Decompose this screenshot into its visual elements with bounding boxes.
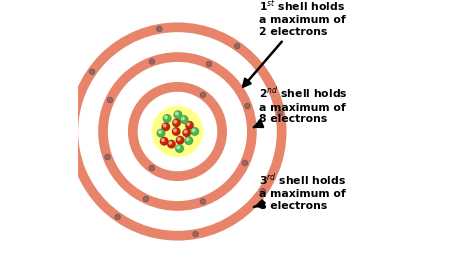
Circle shape: [107, 97, 113, 103]
Circle shape: [186, 138, 189, 141]
Circle shape: [166, 120, 189, 143]
Circle shape: [149, 59, 155, 64]
Circle shape: [206, 61, 211, 67]
Circle shape: [184, 130, 187, 133]
Circle shape: [164, 124, 166, 127]
Circle shape: [157, 129, 165, 137]
Circle shape: [169, 141, 172, 144]
Circle shape: [193, 231, 198, 237]
Circle shape: [154, 108, 201, 155]
Circle shape: [156, 111, 198, 152]
Circle shape: [201, 92, 206, 98]
Circle shape: [184, 136, 193, 145]
Circle shape: [149, 165, 155, 171]
Circle shape: [185, 121, 194, 129]
Circle shape: [156, 26, 162, 32]
Circle shape: [162, 123, 170, 131]
Circle shape: [153, 107, 202, 156]
Circle shape: [151, 105, 204, 158]
Circle shape: [105, 154, 110, 160]
Circle shape: [180, 115, 188, 124]
Circle shape: [154, 107, 201, 156]
Circle shape: [192, 129, 195, 132]
Circle shape: [167, 140, 176, 148]
Circle shape: [191, 127, 199, 136]
Circle shape: [178, 138, 180, 140]
Circle shape: [115, 214, 120, 220]
Circle shape: [172, 126, 183, 137]
Circle shape: [169, 123, 185, 140]
Circle shape: [158, 112, 197, 151]
Circle shape: [163, 114, 172, 123]
Circle shape: [143, 196, 149, 202]
Circle shape: [175, 144, 184, 153]
Circle shape: [164, 119, 191, 144]
Circle shape: [165, 119, 190, 144]
Circle shape: [242, 160, 247, 166]
Text: 2$^{nd}$ shell holds
a maximum of
8 electrons: 2$^{nd}$ shell holds a maximum of 8 elec…: [254, 84, 348, 127]
Circle shape: [177, 146, 180, 149]
Circle shape: [162, 139, 164, 141]
Circle shape: [152, 106, 203, 157]
Circle shape: [173, 129, 176, 132]
Circle shape: [158, 130, 161, 133]
Circle shape: [245, 103, 250, 109]
Circle shape: [173, 127, 182, 136]
Circle shape: [182, 129, 191, 137]
Circle shape: [174, 120, 177, 123]
Circle shape: [157, 112, 198, 151]
Circle shape: [176, 136, 184, 144]
Circle shape: [170, 124, 185, 139]
Circle shape: [187, 123, 190, 125]
Circle shape: [72, 147, 78, 152]
Circle shape: [172, 119, 181, 127]
Circle shape: [172, 127, 181, 136]
Circle shape: [161, 115, 193, 148]
Circle shape: [160, 114, 195, 149]
Circle shape: [153, 107, 202, 156]
Circle shape: [163, 117, 192, 146]
Text: 1$^{st}$ shell holds
a maximum of
2 electrons: 1$^{st}$ shell holds a maximum of 2 elec…: [243, 0, 346, 87]
Circle shape: [200, 199, 206, 204]
Circle shape: [155, 109, 200, 154]
Circle shape: [182, 117, 184, 120]
Circle shape: [156, 110, 199, 153]
Circle shape: [164, 116, 167, 119]
Circle shape: [235, 43, 240, 49]
Circle shape: [164, 118, 191, 145]
Circle shape: [90, 69, 95, 74]
Circle shape: [260, 189, 265, 194]
Circle shape: [175, 112, 178, 115]
Circle shape: [167, 121, 188, 142]
Circle shape: [171, 125, 184, 138]
Circle shape: [162, 116, 193, 147]
Circle shape: [159, 113, 196, 150]
Circle shape: [160, 137, 168, 145]
Text: 3$^{rd}$ shell holds
a maximum of
8 electrons: 3$^{rd}$ shell holds a maximum of 8 elec…: [254, 171, 346, 211]
Circle shape: [161, 115, 194, 148]
Circle shape: [168, 122, 187, 141]
Circle shape: [174, 110, 182, 119]
Circle shape: [277, 111, 283, 116]
Circle shape: [173, 127, 182, 136]
Circle shape: [169, 123, 186, 140]
